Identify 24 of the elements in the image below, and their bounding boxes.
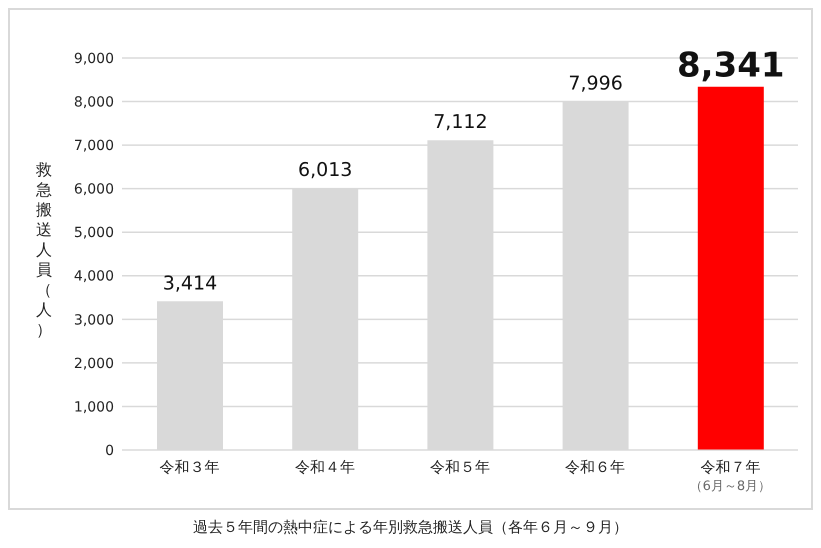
text: （6月～8月） bbox=[690, 479, 772, 494]
x-tick-label: 令和４年 bbox=[294, 458, 355, 476]
y-tick-label: 2,000 bbox=[74, 356, 114, 372]
y-tick-label: 8,000 bbox=[74, 94, 114, 111]
x-tick-label: 令和６年 bbox=[565, 458, 626, 476]
y-tick-label: 9,000 bbox=[74, 50, 114, 67]
y-tick-label: 1,000 bbox=[74, 399, 114, 416]
bar bbox=[698, 86, 764, 450]
data-label: 3,414 bbox=[162, 272, 218, 294]
y-tick-label: 3,000 bbox=[74, 312, 114, 328]
y-tick-label: 6,000 bbox=[74, 182, 114, 198]
x-tick-label: 令和７年 bbox=[700, 458, 760, 476]
data-label: 7,112 bbox=[433, 111, 488, 134]
text: 救急搬送人員（人） bbox=[36, 160, 52, 339]
x-tick-label: 令和５年 bbox=[430, 458, 490, 476]
y-tick-label: 0 bbox=[105, 442, 114, 459]
x-tick-label: 令和３年 bbox=[160, 458, 220, 476]
text: 過去５年間の熱中症による年別救急搬送人員（各年６月～９月） bbox=[192, 518, 629, 537]
data-label: 7,996 bbox=[568, 72, 623, 95]
y-tick-label: 7,000 bbox=[74, 138, 114, 154]
y-tick-label: 5,000 bbox=[74, 225, 114, 242]
y-tick-label: 4,000 bbox=[74, 268, 114, 285]
data-label: 8,341 bbox=[677, 46, 785, 86]
data-label: 6,013 bbox=[298, 159, 352, 182]
